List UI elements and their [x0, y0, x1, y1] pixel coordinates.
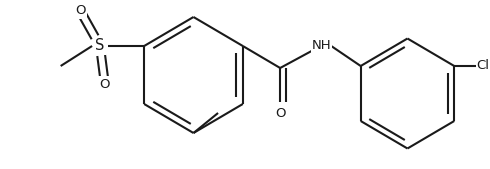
Text: O: O	[99, 78, 110, 91]
Text: O: O	[275, 107, 285, 120]
Text: O: O	[75, 5, 86, 18]
Text: S: S	[95, 39, 105, 54]
Text: Cl: Cl	[476, 59, 489, 73]
Text: NH: NH	[312, 40, 331, 53]
